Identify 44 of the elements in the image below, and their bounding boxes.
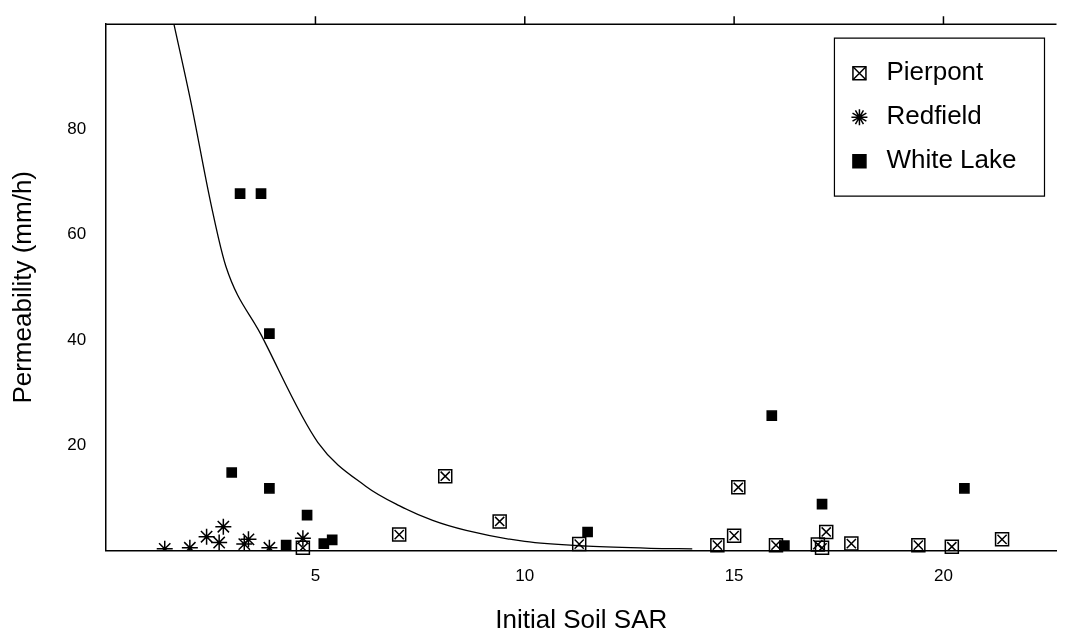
point [726,528,742,543]
point [994,532,1010,547]
x-tick-label: 20 [934,566,953,586]
point [234,188,246,199]
point [255,188,267,199]
point [911,537,926,553]
point [391,527,407,542]
point [810,537,826,552]
point [437,468,453,484]
point [235,535,254,551]
point [226,467,238,478]
point [280,539,292,551]
y-tick-label: 60 [67,224,87,244]
point [264,328,275,339]
point [814,540,830,556]
point [844,536,859,551]
y-tick-label: 20 [67,434,87,454]
point [768,537,784,553]
point [959,482,970,494]
point [326,534,338,546]
point [294,529,312,548]
y-tick-label: 80 [67,119,87,139]
x-tick-label: 15 [724,566,744,586]
x-axis-title: Initial Soil SAR [495,603,668,634]
legend-label: Pierpont [886,56,985,87]
legend-label: White Lake [886,144,1017,175]
point [710,537,725,553]
point [766,410,778,422]
point [571,536,587,552]
x-tick-label: 5 [310,566,321,586]
point [731,480,746,495]
point [239,530,258,549]
point [264,482,275,494]
point [582,526,593,538]
y-tick-label: 40 [67,329,87,349]
point [818,524,834,540]
point [197,527,216,546]
point [210,533,228,551]
legend-label: Redfield [886,100,982,131]
point [944,539,960,554]
point [214,517,233,536]
point [492,514,507,529]
y-axis-title: Permeability (mm/h) [6,171,37,404]
x-tick-label: 10 [515,566,535,586]
